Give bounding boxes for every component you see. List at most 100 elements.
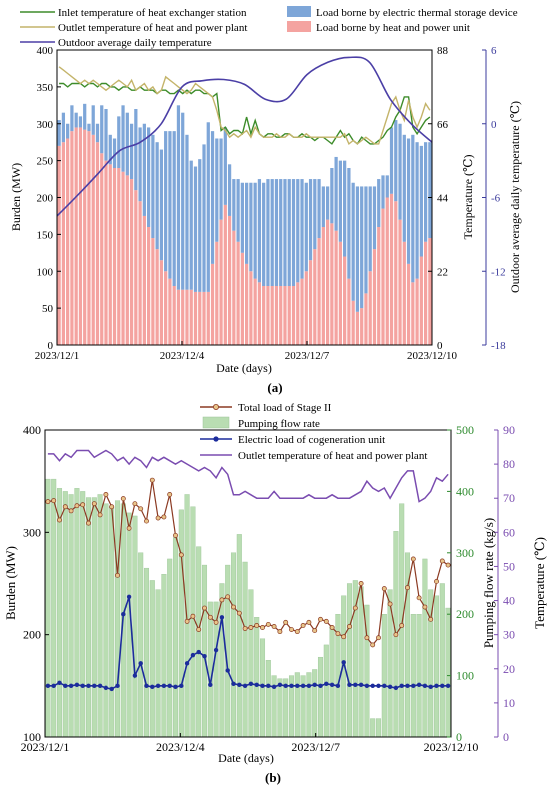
a-bar-electric-storage	[287, 179, 291, 286]
b-point-electric	[382, 683, 387, 689]
b-bar-pumping	[416, 614, 422, 738]
b-point-total-load	[86, 520, 91, 526]
b-bar-pumping	[109, 506, 115, 738]
b-bar-pumping	[45, 478, 51, 738]
b-point-total-load	[132, 501, 138, 507]
a-bar-electric-storage	[360, 186, 364, 309]
b-bar-pumping	[439, 583, 445, 738]
a-bar-electric-storage	[262, 182, 266, 286]
b-point-total-load	[51, 498, 57, 504]
a-bar-electric-storage	[168, 131, 172, 279]
a-legend-swatch-storage	[287, 6, 311, 17]
a-bar-electric-storage	[304, 182, 308, 272]
a-bar-heat-unit	[351, 300, 355, 345]
b-point-total-load	[428, 616, 434, 622]
a-bar-electric-storage	[321, 186, 325, 227]
a-y-left-tick-label: 300	[37, 119, 54, 131]
b-point-total-load	[323, 618, 329, 624]
a-bar-heat-unit	[240, 252, 244, 345]
b-point-electric	[179, 683, 184, 689]
b-point-electric	[399, 683, 404, 689]
b-point-electric	[45, 683, 51, 689]
a-bar-electric-storage	[368, 186, 372, 272]
b-bar-pumping	[132, 515, 138, 738]
b-y-right1-tick-label: 500	[456, 423, 474, 437]
b-point-total-load	[149, 477, 155, 483]
b-bar-pumping	[103, 503, 109, 738]
a-bar-heat-unit	[419, 256, 423, 345]
a-legend-label-inlet: Inlet temperature of heat exchanger stat…	[58, 7, 247, 19]
a-bar-electric-storage	[142, 123, 146, 216]
a-bar-heat-unit	[325, 219, 330, 345]
a-bar-heat-unit	[147, 227, 151, 345]
b-bar-pumping	[317, 656, 324, 738]
a-bar-electric-storage	[296, 179, 300, 283]
a-bar-electric-storage	[406, 138, 411, 264]
b-point-total-load	[242, 626, 248, 631]
b-point-electric	[92, 683, 97, 689]
a-bar-electric-storage	[415, 142, 419, 279]
b-bar-pumping	[346, 583, 353, 738]
b-legend-label-outlet: Outlet temperature of heat and power pla…	[238, 450, 427, 462]
a-y-label-left: Burden (MW)	[9, 163, 23, 231]
b-point-electric	[341, 660, 346, 665]
a-bar-electric-storage	[227, 164, 232, 216]
b-bar-pumping	[155, 589, 161, 738]
a-bar-electric-storage	[236, 179, 240, 242]
b-y-right1-tick-label: 100	[456, 669, 474, 683]
a-bar-electric-storage	[210, 131, 215, 264]
a-bar-heat-unit	[87, 131, 91, 345]
b-point-total-load	[144, 518, 149, 524]
a-bar-heat-unit	[249, 271, 253, 345]
a-bar-heat-unit	[185, 289, 189, 345]
b-point-electric	[144, 683, 149, 689]
b-x-label: Date (days)	[218, 751, 274, 765]
a-bar-heat-unit	[112, 168, 117, 345]
b-point-total-load	[300, 623, 306, 628]
b-point-total-load	[370, 642, 376, 648]
a-bar-heat-unit	[330, 223, 334, 345]
a-bar-heat-unit	[381, 208, 385, 345]
b-legend-label-electric: Electric load of cogeneration unit	[238, 434, 385, 446]
b-point-total-load	[439, 558, 445, 564]
a-bar-electric-storage	[74, 112, 78, 128]
b-point-total-load	[445, 562, 451, 568]
a-legend: Inlet temperature of heat exchanger stat…	[20, 6, 518, 49]
a-bar-electric-storage	[206, 122, 210, 292]
a-bar-electric-storage	[385, 175, 389, 198]
b-bar-pumping	[143, 567, 150, 738]
a-bar-heat-unit	[377, 227, 381, 345]
a-bar-electric-storage	[428, 142, 432, 239]
b-point-electric	[260, 683, 265, 689]
b-point-electric	[445, 683, 451, 689]
a-bar-electric-storage	[351, 182, 355, 301]
a-bar-heat-unit	[219, 219, 223, 345]
b-point-electric	[358, 682, 364, 688]
a-bar-electric-storage	[87, 123, 91, 132]
b-point-electric	[225, 668, 230, 673]
b-point-electric	[347, 682, 352, 688]
a-bar-heat-unit	[193, 291, 198, 345]
b-point-electric	[196, 649, 201, 655]
a-bar-heat-unit	[181, 289, 185, 345]
b-point-total-load	[138, 506, 144, 512]
b-point-electric	[150, 684, 155, 690]
b-legend-marker-electric	[213, 436, 219, 442]
a-bar-electric-storage	[283, 179, 287, 286]
a-bar-electric-storage	[189, 160, 193, 290]
a-bar-electric-storage	[125, 112, 129, 176]
b-point-total-load	[45, 499, 51, 505]
b-y-right1-tick-label: 0	[456, 730, 462, 744]
b-point-electric	[237, 682, 242, 688]
a-legend-label-outlet: Outlet temperature of heat and power pla…	[58, 22, 247, 34]
a-bar-electric-storage	[176, 105, 181, 290]
a-bar-heat-unit	[159, 260, 164, 345]
a-bar-heat-unit	[257, 282, 262, 345]
b-point-electric	[121, 612, 126, 617]
b-point-total-load	[399, 623, 405, 628]
b-point-total-load	[161, 514, 167, 520]
b-point-total-load	[364, 635, 370, 641]
a-bar-electric-storage	[134, 109, 138, 191]
a-bar-heat-unit	[266, 286, 270, 345]
